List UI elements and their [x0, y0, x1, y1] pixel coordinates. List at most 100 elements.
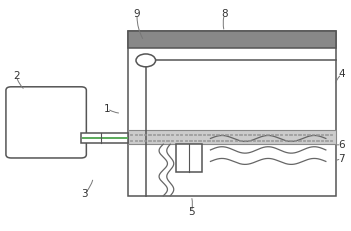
Text: 4: 4: [338, 69, 345, 79]
Bar: [330, 134, 332, 135]
Bar: [212, 140, 214, 141]
Bar: [128, 131, 336, 144]
Bar: [81, 133, 128, 143]
Bar: [130, 134, 132, 135]
Bar: [234, 134, 237, 135]
Bar: [162, 134, 164, 135]
Bar: [248, 140, 251, 141]
Bar: [244, 140, 246, 141]
Bar: [230, 140, 232, 141]
Bar: [312, 140, 314, 141]
Bar: [130, 140, 132, 141]
Text: 7: 7: [338, 154, 345, 164]
Bar: [185, 140, 187, 141]
Text: 1: 1: [104, 104, 111, 114]
Bar: [253, 140, 255, 141]
Bar: [257, 140, 260, 141]
Bar: [262, 140, 264, 141]
Bar: [221, 140, 223, 141]
Bar: [280, 140, 283, 141]
Bar: [148, 134, 151, 135]
Bar: [134, 140, 137, 141]
Bar: [153, 134, 155, 135]
Bar: [280, 134, 283, 135]
Bar: [157, 134, 160, 135]
Bar: [239, 140, 241, 141]
Text: 8: 8: [221, 9, 228, 19]
Bar: [307, 134, 310, 135]
Bar: [171, 140, 173, 141]
Bar: [221, 134, 223, 135]
Bar: [248, 134, 251, 135]
Bar: [298, 134, 301, 135]
Bar: [144, 140, 146, 141]
Bar: [139, 140, 141, 141]
Bar: [225, 140, 228, 141]
Bar: [189, 140, 192, 141]
Bar: [134, 134, 137, 135]
Bar: [189, 134, 192, 135]
Bar: [244, 134, 246, 135]
Bar: [262, 134, 264, 135]
Bar: [194, 134, 196, 135]
Bar: [176, 144, 202, 172]
Bar: [289, 140, 292, 141]
Bar: [148, 140, 151, 141]
FancyBboxPatch shape: [6, 87, 86, 158]
Bar: [212, 134, 214, 135]
Bar: [128, 30, 336, 48]
Bar: [303, 140, 305, 141]
Bar: [316, 134, 319, 135]
Bar: [276, 140, 278, 141]
Bar: [257, 134, 260, 135]
Bar: [294, 140, 296, 141]
Bar: [266, 134, 269, 135]
Bar: [225, 134, 228, 135]
Bar: [271, 140, 273, 141]
Text: 5: 5: [188, 207, 194, 217]
Bar: [185, 134, 187, 135]
Bar: [166, 134, 169, 135]
Circle shape: [136, 54, 155, 67]
Bar: [207, 140, 210, 141]
Bar: [207, 134, 210, 135]
Bar: [303, 134, 305, 135]
Bar: [285, 140, 287, 141]
Bar: [203, 134, 205, 135]
Bar: [316, 140, 319, 141]
Bar: [157, 140, 160, 141]
Bar: [266, 140, 269, 141]
Bar: [128, 30, 336, 48]
Text: 6: 6: [338, 140, 345, 150]
Bar: [321, 134, 323, 135]
Bar: [176, 140, 178, 141]
Bar: [230, 134, 232, 135]
Bar: [325, 134, 328, 135]
Bar: [176, 134, 178, 135]
Bar: [285, 134, 287, 135]
Bar: [276, 134, 278, 135]
Bar: [330, 140, 332, 141]
Text: 3: 3: [81, 188, 88, 199]
Bar: [294, 134, 296, 135]
Bar: [298, 140, 301, 141]
Bar: [171, 134, 173, 135]
Bar: [203, 140, 205, 141]
Bar: [253, 134, 255, 135]
Bar: [239, 134, 241, 135]
Bar: [180, 134, 183, 135]
Bar: [153, 140, 155, 141]
Bar: [325, 140, 328, 141]
Bar: [166, 140, 169, 141]
Bar: [234, 140, 237, 141]
Bar: [198, 140, 201, 141]
Bar: [128, 30, 336, 196]
Bar: [217, 134, 219, 135]
Text: 2: 2: [13, 71, 20, 82]
Text: 9: 9: [134, 9, 140, 19]
Bar: [198, 134, 201, 135]
Bar: [321, 140, 323, 141]
Bar: [144, 134, 146, 135]
Bar: [307, 140, 310, 141]
Bar: [139, 134, 141, 135]
